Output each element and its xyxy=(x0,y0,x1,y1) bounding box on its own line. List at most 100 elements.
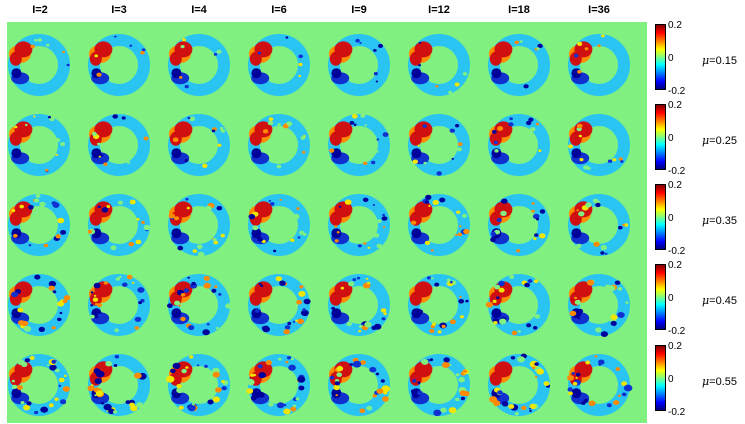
noise-speck xyxy=(612,158,617,162)
noise-speck xyxy=(118,275,122,279)
noise-speck xyxy=(617,287,623,291)
noise-speck xyxy=(495,238,502,244)
hot-region xyxy=(89,51,102,66)
colorbar-tick-min: -0.2 xyxy=(668,246,686,257)
noise-speck xyxy=(458,299,465,304)
noise-speck xyxy=(519,40,523,43)
noise-speck xyxy=(295,319,299,322)
noise-speck xyxy=(273,249,277,253)
noise-speck xyxy=(128,242,135,247)
noise-speck xyxy=(93,294,97,297)
noise-speck xyxy=(356,276,361,280)
noise-speck xyxy=(373,49,377,52)
ring-map xyxy=(248,274,311,336)
noise-speck xyxy=(527,279,533,283)
noise-speck xyxy=(265,360,272,366)
noise-speck xyxy=(383,312,387,316)
cold-region xyxy=(171,68,182,79)
noise-speck xyxy=(349,121,355,125)
noise-speck xyxy=(421,358,429,365)
noise-speck xyxy=(373,323,382,330)
noise-speck xyxy=(615,367,620,371)
ring-map xyxy=(408,354,470,416)
hot-region xyxy=(9,131,22,146)
noise-speck xyxy=(45,168,49,172)
noise-speck xyxy=(16,385,23,390)
noise-speck xyxy=(38,326,45,332)
noise-speck xyxy=(355,38,360,43)
noise-speck xyxy=(97,303,102,308)
noise-speck xyxy=(574,299,581,305)
noise-speck xyxy=(490,237,497,243)
noise-speck xyxy=(364,321,372,328)
noise-speck xyxy=(610,320,617,326)
cold-region xyxy=(411,228,422,239)
noise-speck xyxy=(423,161,427,165)
noise-speck xyxy=(460,396,465,401)
noise-speck xyxy=(334,381,340,386)
noise-speck xyxy=(617,394,621,397)
noise-speck xyxy=(290,406,297,412)
noise-speck xyxy=(376,243,383,249)
noise-speck xyxy=(329,148,335,153)
noise-speck xyxy=(11,291,19,298)
noise-speck xyxy=(497,126,504,131)
colorbar-tick-max: 0.2 xyxy=(668,180,682,191)
noise-speck xyxy=(183,288,190,293)
ring-map xyxy=(88,274,150,336)
noise-speck xyxy=(261,237,264,240)
noise-speck xyxy=(459,390,467,396)
noise-speck xyxy=(358,330,362,333)
noise-speck xyxy=(331,306,335,310)
noise-speck xyxy=(298,74,302,78)
mu-symbol: μ xyxy=(702,375,710,388)
noise-speck xyxy=(91,384,94,387)
noise-speck xyxy=(180,293,186,297)
noise-speck xyxy=(97,313,103,318)
noise-speck xyxy=(465,299,469,303)
column-label: I=3 xyxy=(111,4,127,16)
noise-speck xyxy=(204,364,208,368)
noise-speck xyxy=(614,280,621,285)
noise-speck xyxy=(217,143,222,147)
noise-speck xyxy=(54,397,59,401)
noise-speck xyxy=(37,38,42,42)
noise-speck xyxy=(94,378,102,385)
ring-map xyxy=(567,354,633,416)
noise-speck xyxy=(531,209,535,213)
noise-speck xyxy=(62,50,65,53)
noise-speck xyxy=(422,124,427,128)
noise-speck xyxy=(91,131,97,136)
noise-speck xyxy=(457,232,463,237)
noise-speck xyxy=(383,391,388,395)
noise-speck xyxy=(121,116,126,120)
noise-speck xyxy=(363,242,367,245)
hot-region xyxy=(9,51,22,66)
ring-map xyxy=(488,34,550,96)
noise-speck xyxy=(290,357,294,361)
noise-speck xyxy=(528,117,534,122)
noise-speck xyxy=(499,318,507,325)
noise-speck xyxy=(533,237,537,241)
ring-map xyxy=(328,274,390,336)
ring-map xyxy=(8,34,70,96)
noise-speck xyxy=(140,51,145,55)
noise-speck xyxy=(94,54,98,58)
noise-speck xyxy=(21,320,29,327)
noise-speck xyxy=(28,244,32,247)
noise-speck xyxy=(298,62,303,67)
noise-speck xyxy=(268,117,274,121)
noise-speck xyxy=(94,394,97,397)
mu-value: =0.55 xyxy=(709,376,737,388)
noise-speck xyxy=(441,324,446,329)
cold-region xyxy=(571,228,582,239)
noise-speck xyxy=(493,140,498,145)
noise-speck xyxy=(172,137,179,142)
noise-speck xyxy=(492,299,497,303)
noise-speck xyxy=(284,325,291,330)
noise-speck xyxy=(93,151,100,157)
mu-value: =0.35 xyxy=(709,215,737,227)
noise-speck xyxy=(292,213,300,220)
noise-speck xyxy=(166,375,175,383)
row-mu-label: μ=0.25 xyxy=(702,134,737,147)
